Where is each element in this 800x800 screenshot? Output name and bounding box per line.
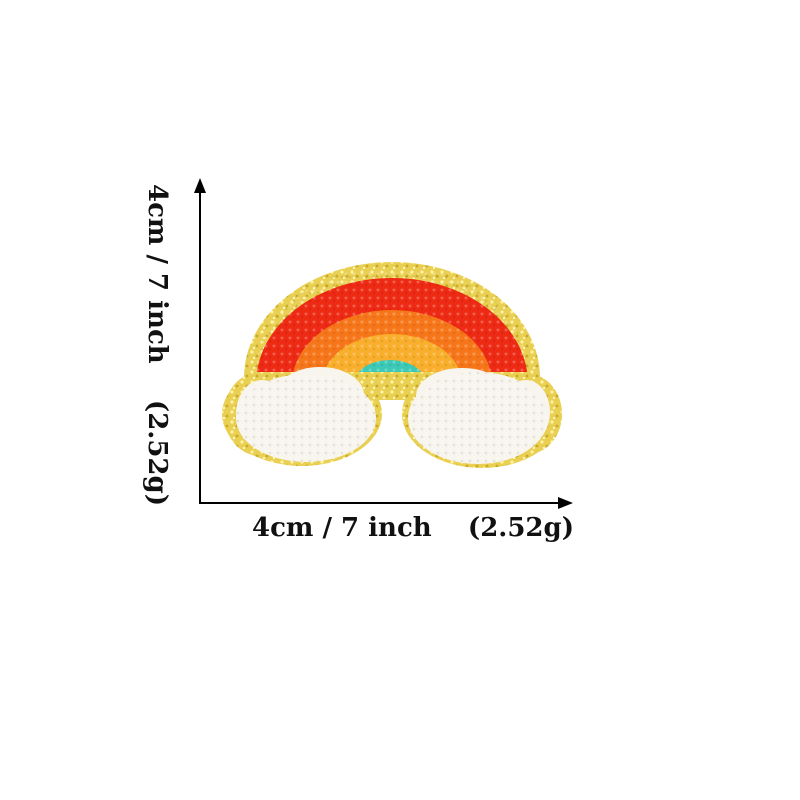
horizontal-dimension-label: 4cm / 7 inch (2.52g) xyxy=(252,513,575,543)
right-cloud xyxy=(408,368,550,464)
vertical-dimension-label: 4cm / 7 inch (2.52g) xyxy=(142,183,172,507)
vertical-axis-arrowhead xyxy=(194,178,206,193)
left-cloud xyxy=(236,367,376,462)
horizontal-axis-arrowhead xyxy=(558,497,573,509)
